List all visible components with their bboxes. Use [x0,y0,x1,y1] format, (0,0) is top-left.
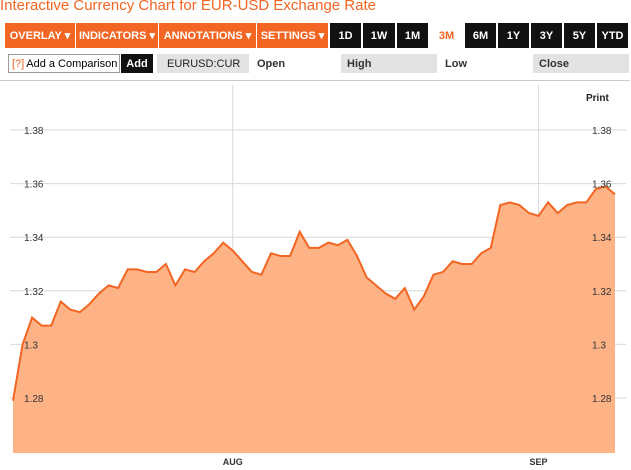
add-comparison-button[interactable]: Add [121,54,153,73]
close-label: Close [533,54,629,73]
add-comparison-field[interactable]: [?] Add a Comparison [8,54,120,73]
range-5y-button[interactable]: 5Y [564,23,595,48]
range-1y-button[interactable]: 1Y [498,23,529,48]
range-1w-button[interactable]: 1W [363,23,395,48]
range-1d-button[interactable]: 1D [330,23,361,48]
range-1m-button[interactable]: 1M [397,23,428,48]
range-6m-button[interactable]: 6M [465,23,496,48]
annotations-menu-button[interactable]: ANNOTATIONS ▾ [159,23,256,48]
open-label: Open [257,57,286,70]
range-ytd-button[interactable]: YTD [597,23,628,48]
symbol-label: EURUSD:CUR [157,54,249,73]
range-3y-button[interactable]: 3Y [531,23,562,48]
overlay-menu-button[interactable]: OVERLAY ▾ [5,23,75,48]
low-label: Low [445,57,467,70]
add-comparison-label: Add a Comparison [26,57,118,70]
comparison-bar: [?] Add a Comparison Add EURUSD:CUR Open… [5,53,631,74]
high-label: High [341,54,437,73]
settings-menu-button[interactable]: SETTINGS ▾ [257,23,328,48]
chart-frame [0,80,630,470]
indicators-menu-button[interactable]: INDICATORS ▾ [76,23,158,48]
range-3m-button[interactable]: 3M [430,23,463,48]
print-button[interactable]: Print [586,93,609,104]
page-title: Interactive Currency Chart for EUR-USD E… [0,0,376,14]
help-icon[interactable]: [?] [12,57,25,70]
